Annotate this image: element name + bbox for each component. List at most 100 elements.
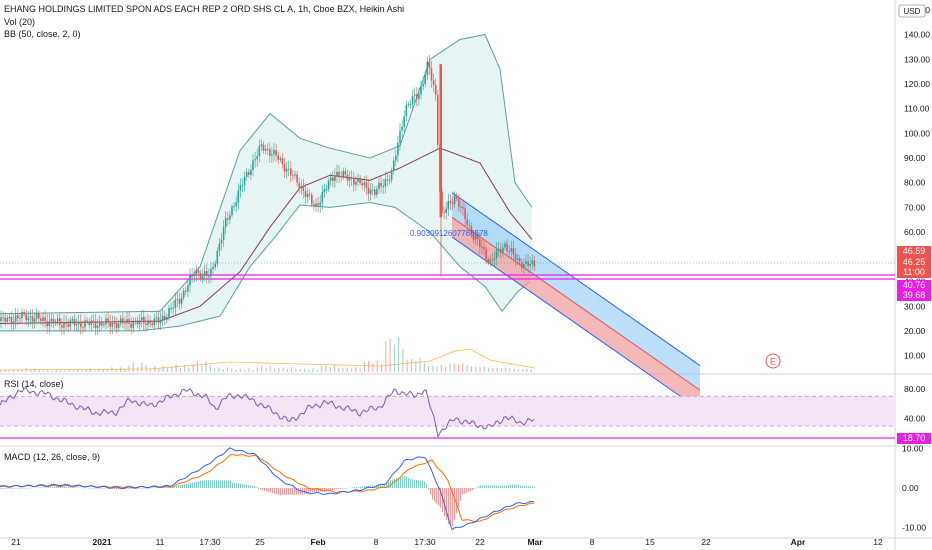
candle-body	[245, 172, 248, 177]
candle-body	[206, 271, 208, 277]
time-tick-label: 22	[475, 537, 485, 547]
macd-histogram-bar	[476, 487, 478, 489]
candle-body	[403, 116, 405, 127]
current-price-tag: 46.25	[897, 257, 931, 268]
candle-body	[380, 182, 382, 187]
volume-bar	[119, 367, 121, 372]
vol-legend[interactable]: Vol (20)	[4, 17, 36, 27]
macd-histogram-bar	[348, 487, 350, 489]
volume-bar	[355, 367, 357, 372]
candle-body	[44, 317, 46, 322]
candle-body	[132, 322, 135, 328]
candle-body	[197, 270, 200, 273]
candle-body	[468, 225, 471, 227]
candle-body	[313, 204, 315, 207]
macd-histogram-bar	[460, 488, 462, 501]
candle-body	[59, 318, 61, 326]
bb-lower-line	[0, 201, 531, 332]
macd-histogram-bar	[114, 488, 116, 489]
volume-bar	[462, 362, 464, 372]
candle-body	[176, 299, 179, 301]
candle-body	[42, 317, 44, 322]
volume-bar	[291, 367, 293, 372]
macd-pane[interactable]	[0, 447, 536, 531]
macd-histogram-bar	[426, 484, 428, 488]
volume-bar	[312, 368, 314, 372]
candle-body	[277, 155, 279, 160]
candle-body	[191, 275, 193, 277]
macd-histogram-bar	[440, 488, 442, 508]
macd-histogram-bar	[424, 481, 426, 488]
macd-histogram-bar	[126, 488, 128, 489]
horizontal-lines[interactable]	[0, 262, 895, 280]
volume-bar	[162, 366, 164, 372]
volume-bar	[175, 364, 177, 372]
candle-body	[401, 126, 403, 131]
macd-histogram-bar	[142, 488, 144, 489]
macd-histogram-bar	[38, 487, 40, 488]
time-tick-label: Feb	[310, 537, 325, 547]
candle-body	[214, 263, 216, 268]
macd-histogram-bar	[74, 487, 76, 488]
rsi-pane[interactable]	[0, 386, 895, 439]
time-axis[interactable]: 21 2021 11 17:30 25 Feb 8 17:30 22 Mar 8 15 22 Apr 12	[11, 537, 883, 547]
macd-histogram-bar	[116, 488, 118, 489]
candle-body	[12, 321, 15, 324]
volume-bar	[235, 369, 237, 372]
candle-body	[159, 319, 162, 323]
candle-body	[69, 320, 72, 327]
candle-body	[264, 149, 267, 151]
macd-histogram-bar	[82, 487, 84, 489]
macd-histogram-bar	[92, 488, 94, 489]
macd-histogram-bar	[512, 484, 514, 488]
rsi-legend[interactable]: RSI (14, close)	[4, 379, 64, 389]
macd-histogram-bar	[396, 478, 398, 488]
line1-price-tag: 40.76	[897, 280, 931, 291]
candle-body	[451, 203, 454, 204]
volume-bar	[363, 361, 365, 372]
rsi-tick-label: 40.00	[904, 414, 926, 424]
candle-body	[386, 179, 389, 181]
candle-body	[105, 318, 107, 325]
macd-histogram-bar	[388, 482, 390, 488]
currency-box[interactable]: USD	[898, 4, 926, 18]
rsi-line	[0, 386, 535, 439]
macd-histogram-bar	[256, 487, 258, 488]
regression-channel[interactable]	[451, 192, 701, 411]
candle-body	[516, 258, 519, 260]
macd-histogram-bar	[20, 488, 22, 489]
volume-bar	[192, 364, 194, 372]
price-tick-label: 110.00	[904, 104, 930, 114]
volume-bar	[333, 364, 335, 372]
macd-histogram-bar	[132, 488, 134, 489]
bb-legend[interactable]: BB (50, close, 2, 0)	[4, 29, 81, 39]
candle-body	[126, 319, 128, 324]
price-candles[interactable]	[0, 55, 536, 336]
candle-body	[48, 321, 51, 327]
macd-histogram-bar	[444, 488, 446, 516]
candle-body	[107, 318, 109, 322]
candle-body	[166, 317, 168, 320]
volume-bar	[205, 361, 207, 372]
candle-body	[407, 104, 410, 106]
candle-body	[493, 258, 496, 260]
price-tick-label: 100.00	[904, 128, 930, 138]
macd-histogram-bar	[316, 488, 318, 493]
rsi-level-tag: 18.70	[897, 433, 931, 444]
candle-body	[336, 171, 338, 176]
candle-body	[327, 180, 330, 190]
earnings-marker[interactable]: E	[765, 353, 781, 369]
candle-body	[302, 186, 305, 191]
candle-body	[365, 182, 368, 188]
macd-histogram-bar	[36, 487, 38, 489]
macd-legend[interactable]: MACD (12, 26, close, 9)	[4, 452, 101, 462]
volume-bar	[209, 365, 211, 372]
macd-histogram-bar	[180, 484, 182, 488]
volume-bar	[458, 364, 460, 372]
volume-bar	[436, 366, 438, 372]
macd-histogram-bar	[148, 487, 150, 489]
price-tick-label: 60.00	[904, 227, 926, 237]
volume-bar	[410, 359, 413, 372]
candle-body	[77, 321, 80, 325]
